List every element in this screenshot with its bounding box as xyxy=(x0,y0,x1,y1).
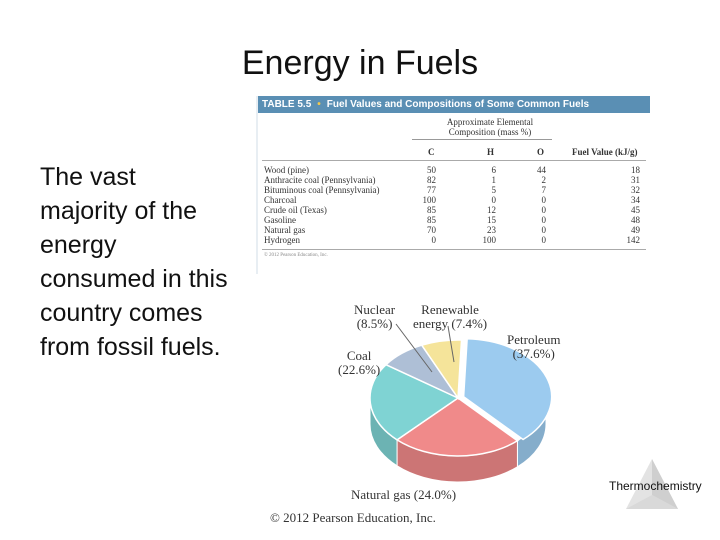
pie-slice-renewable-energy xyxy=(420,339,463,401)
table-rows: Wood (pine) 50 6 44 18 Anthracite coal (Penns… xyxy=(262,165,646,245)
carbon-cell: 77 xyxy=(427,185,436,195)
fuel-value-cell: 18 xyxy=(631,165,640,175)
hydrogen-cell: 6 xyxy=(491,165,497,175)
bottom-rule xyxy=(262,249,646,250)
fuel-name-cell: Anthracite coal (Pennsylvania) xyxy=(264,175,376,185)
label-renewable-pct: energy (7.4%) xyxy=(413,316,488,331)
col-header-o: O xyxy=(537,147,545,157)
slide-footer: © 2012 Pearson Education, Inc. xyxy=(270,510,436,525)
table-caption: Fuel Values and Compositions of Some Com… xyxy=(326,99,590,110)
table-row: Anthracite coal (Pennsylvania) 82 1 2 31 xyxy=(262,175,646,185)
fuel-name-cell: Crude oil (Texas) xyxy=(264,205,327,215)
slide-body-text: The vast majority of the energy consumed… xyxy=(40,163,228,361)
fuel-name-cell: Wood (pine) xyxy=(264,165,310,175)
fuel-value-cell: 49 xyxy=(631,225,640,235)
oxygen-cell: 7 xyxy=(541,185,547,195)
table-row: Charcoal 100 0 0 34 xyxy=(262,195,646,205)
hydrogen-cell: 1 xyxy=(491,175,497,185)
table-caption-bar: TABLE 5.5 • Fuel Values and Compositions o… xyxy=(258,96,650,113)
label-petroleum-pct: (37.6%) xyxy=(512,346,555,361)
oxygen-cell: 0 xyxy=(541,225,547,235)
table-separator: • xyxy=(317,99,321,110)
label-coal-pct: (22.6%) xyxy=(338,362,381,377)
label-coal-name: Coal xyxy=(346,348,372,363)
label-petroleum-name: Petroleum xyxy=(507,332,561,347)
col-header-h: H xyxy=(487,147,495,157)
label-petroleum: Petroleum (37.6%) xyxy=(507,333,560,361)
table-number: TABLE 5.5 xyxy=(262,99,312,110)
fuel-value-cell: 45 xyxy=(631,205,640,215)
fuel-value-cell: 34 xyxy=(631,195,640,205)
leader-line-nuclear xyxy=(395,323,433,373)
label-coal: Coal (22.6%) xyxy=(338,349,380,377)
hydrogen-cell: 100 xyxy=(482,235,497,245)
carbon-cell: 0 xyxy=(431,235,437,245)
fuel-value-cell: 142 xyxy=(626,235,641,245)
corner-label: Thermochemistry xyxy=(609,479,702,493)
fuel-value-cell: 31 xyxy=(631,175,640,185)
carbon-cell: 70 xyxy=(427,225,436,235)
col-header-c: C xyxy=(428,147,435,157)
carbon-cell: 50 xyxy=(427,165,436,175)
table-row: Natural gas 70 23 0 49 xyxy=(262,225,646,235)
fuel-name-cell: Charcoal xyxy=(264,195,297,205)
hydrogen-cell: 5 xyxy=(491,185,497,195)
oxygen-cell: 44 xyxy=(537,165,546,175)
carbon-cell: 82 xyxy=(427,175,436,185)
pie-slice-petroleum xyxy=(462,338,553,441)
composition-group-header: Approximate Elemental Composition (mass … xyxy=(446,117,534,137)
pie-slice-coal xyxy=(369,363,460,441)
label-renewable: Renewable energy (7.4%) xyxy=(413,303,487,331)
fuel-name-cell: Gasoline xyxy=(264,215,296,225)
table-copyright: © 2012 Pearson Education, Inc. xyxy=(264,253,328,258)
label-nuclear: Nuclear (8.5%) xyxy=(354,303,395,331)
oxygen-cell: 0 xyxy=(541,205,547,215)
carbon-cell: 100 xyxy=(422,195,437,205)
triangle-logo-icon xyxy=(626,459,678,509)
slide-title: Energy in Fuels xyxy=(241,44,479,82)
oxygen-cell: 2 xyxy=(541,175,547,185)
label-renewable-name: Renewable xyxy=(421,302,479,317)
hydrogen-cell: 0 xyxy=(491,195,497,205)
table-row: Gasoline 85 15 0 48 xyxy=(262,215,646,225)
label-natural-gas: Natural gas (24.0%) xyxy=(351,487,457,502)
fuel-table: TABLE 5.5 • Fuel Values and Compositions o… xyxy=(256,96,650,274)
table-row: Bituminous coal (Pennsylvania) 77 5 7 32 xyxy=(262,185,646,195)
carbon-cell: 85 xyxy=(427,215,436,225)
table-row: Crude oil (Texas) 85 12 0 45 xyxy=(262,205,646,215)
fuel-value-cell: 48 xyxy=(631,215,640,225)
fuel-value-cell: 32 xyxy=(631,185,640,195)
table-row: Wood (pine) 50 6 44 18 xyxy=(262,165,646,175)
group-underline xyxy=(412,139,552,140)
pie-slice-natural-gas xyxy=(395,397,519,457)
fuel-name-cell: Bituminous coal (Pennsylvania) xyxy=(264,185,380,195)
oxygen-cell: 0 xyxy=(541,195,547,205)
oxygen-cell: 0 xyxy=(541,235,547,245)
leader-line-renewable xyxy=(447,325,455,363)
hydrogen-cell: 12 xyxy=(487,205,496,215)
hydrogen-cell: 15 xyxy=(487,215,496,225)
label-nuclear-pct: (8.5%) xyxy=(356,316,393,331)
table-row: Hydrogen 0 100 0 142 xyxy=(262,235,646,245)
oxygen-cell: 0 xyxy=(541,215,547,225)
hydrogen-cell: 23 xyxy=(487,225,496,235)
col-header-fuel-value: Fuel Value (kJ/g) xyxy=(572,147,638,157)
carbon-cell: 85 xyxy=(427,205,436,215)
pie-svg xyxy=(369,323,553,483)
fuel-name-cell: Natural gas xyxy=(264,225,306,235)
header-rule xyxy=(262,160,646,161)
fuel-name-cell: Hydrogen xyxy=(264,235,300,245)
energy-pie-chart xyxy=(336,296,576,506)
label-nuclear-name: Nuclear xyxy=(354,302,396,317)
